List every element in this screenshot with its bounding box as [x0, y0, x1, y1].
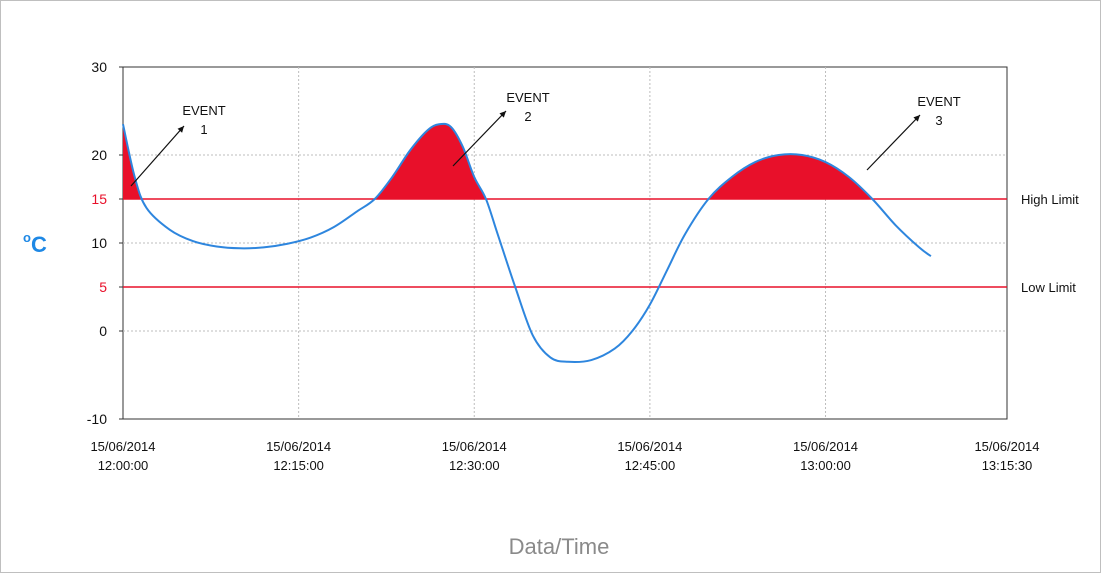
event-arrow-line — [130, 125, 185, 187]
event-label-number: 3 — [935, 113, 942, 128]
x-tick-time: 13:15:30 — [982, 458, 1033, 473]
x-axis-label: Data/Time — [509, 534, 610, 559]
y-unit-symbol: C — [31, 232, 47, 257]
x-tick-time: 12:30:00 — [449, 458, 500, 473]
event-arrow-line — [452, 110, 507, 167]
x-tick-time: 12:00:00 — [98, 458, 149, 473]
event-arrow-head — [499, 111, 506, 118]
event-label-title: EVENT — [506, 90, 549, 105]
event-label-title: EVENT — [917, 94, 960, 109]
x-tick-time: 12:15:00 — [273, 458, 324, 473]
limit-label-high-limit: High Limit — [1021, 192, 1079, 207]
y-tick-label: -10 — [87, 411, 107, 427]
y-tick-label: 10 — [91, 235, 107, 251]
y-tick-label: 5 — [99, 279, 107, 295]
event-arrow-head — [913, 115, 920, 122]
y-tick-label: 15 — [91, 191, 107, 207]
x-tick-time: 12:45:00 — [625, 458, 676, 473]
y-unit-degree: o — [23, 230, 31, 245]
x-tick-date: 15/06/2014 — [793, 439, 858, 454]
x-tick-date: 15/06/2014 — [974, 439, 1039, 454]
x-tick-time: 13:00:00 — [800, 458, 851, 473]
y-tick-label: 0 — [99, 323, 107, 339]
event-label-number: 2 — [524, 109, 531, 124]
y-tick-label: 20 — [91, 147, 107, 163]
limit-label-low-limit: Low Limit — [1021, 280, 1076, 295]
y-tick-label: 30 — [91, 59, 107, 75]
temperature-series-line — [122, 122, 932, 364]
event-label-number: 1 — [200, 122, 207, 137]
event-label-title: EVENT — [182, 103, 225, 118]
event-arrow-line — [866, 114, 921, 171]
x-tick-date: 15/06/2014 — [266, 439, 331, 454]
x-tick-date: 15/06/2014 — [442, 439, 507, 454]
event-arrow-head — [177, 126, 184, 133]
x-tick-date: 15/06/2014 — [90, 439, 155, 454]
y-unit-label: oC — [23, 230, 47, 257]
x-tick-date: 15/06/2014 — [617, 439, 682, 454]
